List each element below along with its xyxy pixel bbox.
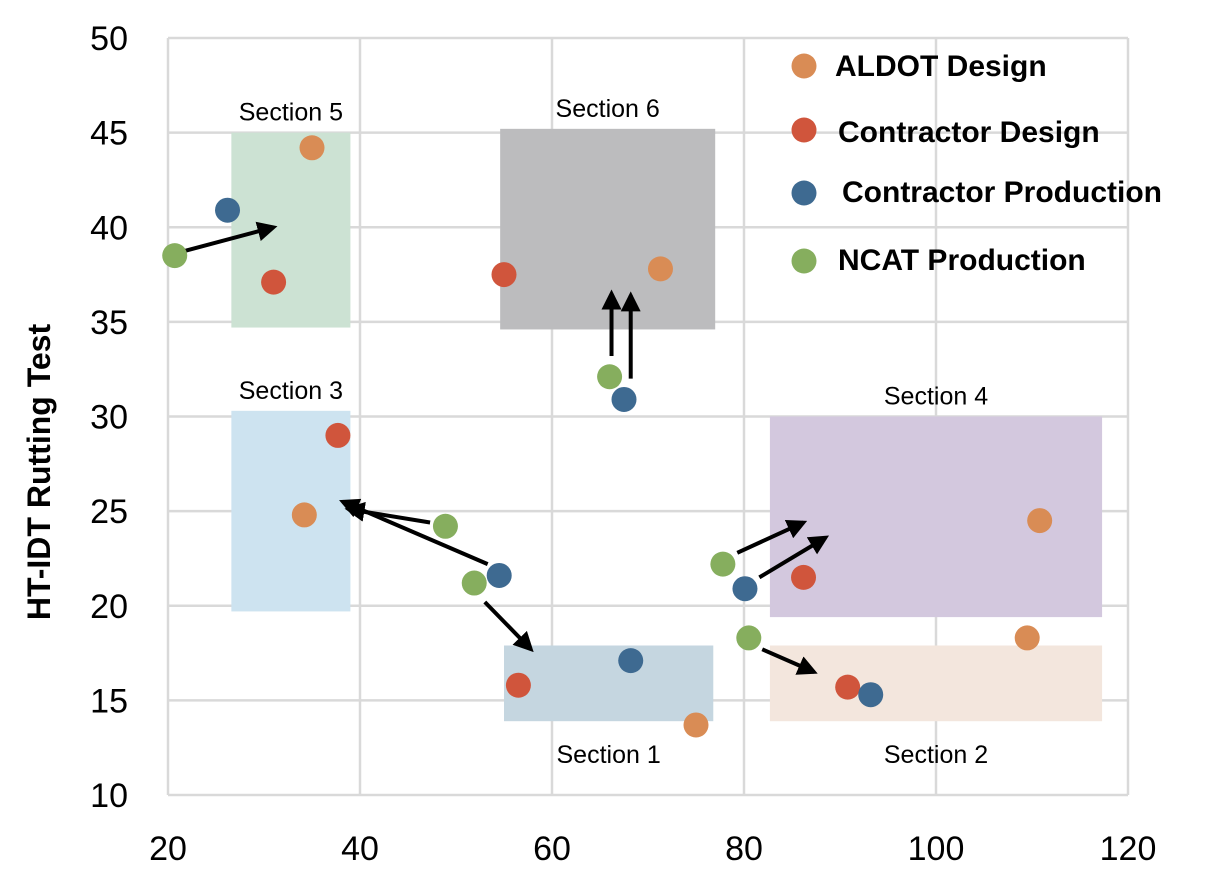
legend-label-ncat-production: NCAT Production [838,244,1086,277]
section-box-4 [769,416,1103,618]
arrow-9 [761,647,818,675]
section-label-1: Section 1 [557,741,661,769]
arrows [180,221,830,675]
x-tick-label-4: 100 [908,830,965,868]
y-tick-label-2: 20 [90,588,128,626]
point-aldot-design-5 [299,135,325,161]
arrow-5 [339,498,489,566]
legend-label-contractor-design: Contractor Design [838,116,1100,149]
point-contractor-design-1 [505,672,531,698]
point-ncat-production-4 [710,551,736,577]
y-tick-label-8: 50 [90,20,128,58]
point-contractor-production-1 [618,648,644,674]
point-aldot-design-4 [1027,508,1053,534]
y-tick-label-0: 10 [90,777,128,815]
y-tick-label-4: 30 [90,399,128,437]
point-ncat-production-1 [461,570,487,596]
x-tick-label-0: 20 [149,830,187,868]
point-contractor-production-5 [215,197,241,223]
section-boxes [231,128,1103,722]
section-label-2: Section 2 [884,741,988,769]
y-tick-label-6: 40 [90,209,128,247]
x-tick-label-3: 80 [725,830,763,868]
legend-marker-contractor-production [791,180,817,206]
x-tick-label-5: 120 [1100,830,1157,868]
arrow-1 [180,221,278,254]
legend-marker-aldot-design [791,53,817,79]
arrow-7 [736,520,808,555]
point-contractor-production-4 [732,576,758,602]
point-contractor-design-4 [791,564,817,590]
section-box-2 [769,645,1103,722]
point-contractor-design-5 [261,269,287,295]
x-tick-label-1: 40 [341,830,379,868]
point-contractor-production-2 [858,682,884,708]
legend-marker-ncat-production [791,248,817,274]
section-box-1 [504,645,714,722]
section-label-4: Section 4 [884,383,988,411]
point-aldot-design-1 [683,712,709,738]
legend-marker-contractor-design [791,117,817,143]
y-tick-label-7: 45 [90,115,128,153]
point-aldot-design-3 [291,502,317,528]
legend: ALDOT Design Contractor Design Contractor … [791,50,1162,277]
section-box-5 [231,132,351,328]
section-label-5: Section 5 [239,99,343,127]
legend-label-aldot-design: ALDOT Design [835,50,1047,83]
arrow-6 [483,600,534,653]
point-contractor-design-2 [835,674,861,700]
arrow-8 [758,535,830,580]
x-tick-label-2: 60 [533,830,571,868]
legend-label-contractor-production: Contractor Production [842,176,1162,209]
y-axis-title: HT-IDT Rutting Test [21,324,57,621]
y-tick-label-5: 35 [90,304,128,342]
point-aldot-design-6 [647,256,673,282]
section-label-3: Section 3 [239,377,343,405]
point-contractor-design-6 [491,262,517,288]
point-ncat-production-5 [162,243,188,269]
point-contractor-production-3 [486,562,512,588]
point-ncat-production-6 [597,364,623,390]
data-points [162,135,1053,738]
section-box-6 [500,128,716,330]
point-aldot-design-2 [1014,625,1040,651]
point-ncat-production-2 [736,625,762,651]
section-label-6: Section 6 [556,95,660,123]
point-ncat-production-3 [432,513,458,539]
axes: Section 1 Section 2 Section 3 Section 4 Sect… [90,20,1156,868]
y-tick-label-1: 15 [90,682,128,720]
point-contractor-production-6 [611,386,637,412]
y-tick-label-3: 25 [90,493,128,531]
point-contractor-design-3 [325,422,351,448]
